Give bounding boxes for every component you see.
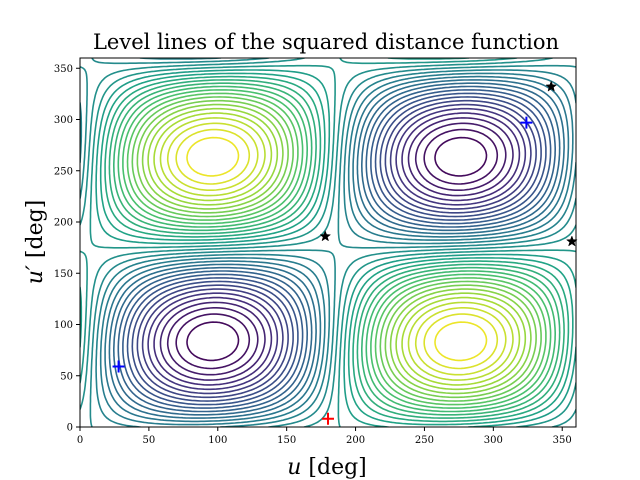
y-tick-label: 350 <box>54 64 73 75</box>
x-axis-label: u [deg] <box>287 455 367 480</box>
contour-level-line <box>126 92 547 406</box>
x-axis-ticks: 0 50 100 150 200 250 300 350 <box>77 427 572 446</box>
contour-level-line <box>99 72 574 426</box>
contour-level-line <box>159 117 514 381</box>
y-tick-label: 300 <box>54 115 73 126</box>
contour-level-line <box>80 58 576 427</box>
plot-frame <box>79 57 577 428</box>
contour-level-line <box>175 128 499 370</box>
contour-level-line <box>99 72 574 426</box>
contour-level-line <box>153 112 521 386</box>
contour-level-line <box>122 89 552 409</box>
contour-level-line <box>80 58 576 427</box>
contour-level-line <box>126 92 547 406</box>
y-axis-ticks: 0 50 100 150 200 250 300 350 <box>54 64 80 434</box>
contour-level-line <box>141 103 532 395</box>
plus-marker <box>112 360 125 373</box>
contour-level-line <box>166 122 507 376</box>
star-marker <box>545 80 558 92</box>
contour-level-line <box>159 117 514 381</box>
markers <box>112 80 578 425</box>
y-tick-label: 200 <box>54 218 73 229</box>
contour-level-line <box>113 82 561 416</box>
x-tick-label: 250 <box>415 435 434 446</box>
y-axis-label: u′ [deg] <box>23 200 48 285</box>
contour-level-line <box>153 112 521 386</box>
y-tick-label: 100 <box>54 320 73 331</box>
y-tick-label: 0 <box>67 423 73 434</box>
contour-level-line <box>108 79 565 419</box>
contour-level-line <box>141 103 532 395</box>
contour-level-line <box>136 99 537 399</box>
x-tick-label: 300 <box>484 435 503 446</box>
contour-level-line <box>80 58 576 427</box>
y-tick-label: 150 <box>54 269 73 280</box>
y-tick-label: 50 <box>60 371 73 382</box>
contour-level-line <box>117 85 556 413</box>
plus-marker <box>520 116 533 129</box>
x-tick-label: 150 <box>277 435 296 446</box>
contour-level-line <box>122 89 552 409</box>
contour-level-line <box>117 85 556 413</box>
plus-marker <box>322 412 334 425</box>
contour-level-line <box>113 82 561 416</box>
contour-level-line <box>166 122 507 376</box>
contour-level-line <box>108 79 565 419</box>
contour-level-line <box>136 99 537 399</box>
x-tick-label: 0 <box>77 435 83 446</box>
x-tick-label: 50 <box>143 435 156 446</box>
contour-level-line <box>147 107 527 391</box>
contour-lines <box>80 58 576 427</box>
contour-level-line <box>186 136 488 362</box>
contour-level-line <box>175 128 499 370</box>
contour-level-line <box>131 96 542 402</box>
x-tick-label: 200 <box>346 435 365 446</box>
star-marker <box>319 230 332 242</box>
y-tick-label: 250 <box>54 166 73 177</box>
x-tick-label: 350 <box>553 435 572 446</box>
contour-level-line <box>80 58 576 427</box>
contour-level-line <box>104 75 570 423</box>
x-tick-label: 100 <box>208 435 227 446</box>
contour-level-line <box>131 96 542 402</box>
chart-title: Level lines of the squared distance func… <box>93 30 559 54</box>
contour-level-line <box>186 136 488 362</box>
contour-level-line <box>147 107 527 391</box>
